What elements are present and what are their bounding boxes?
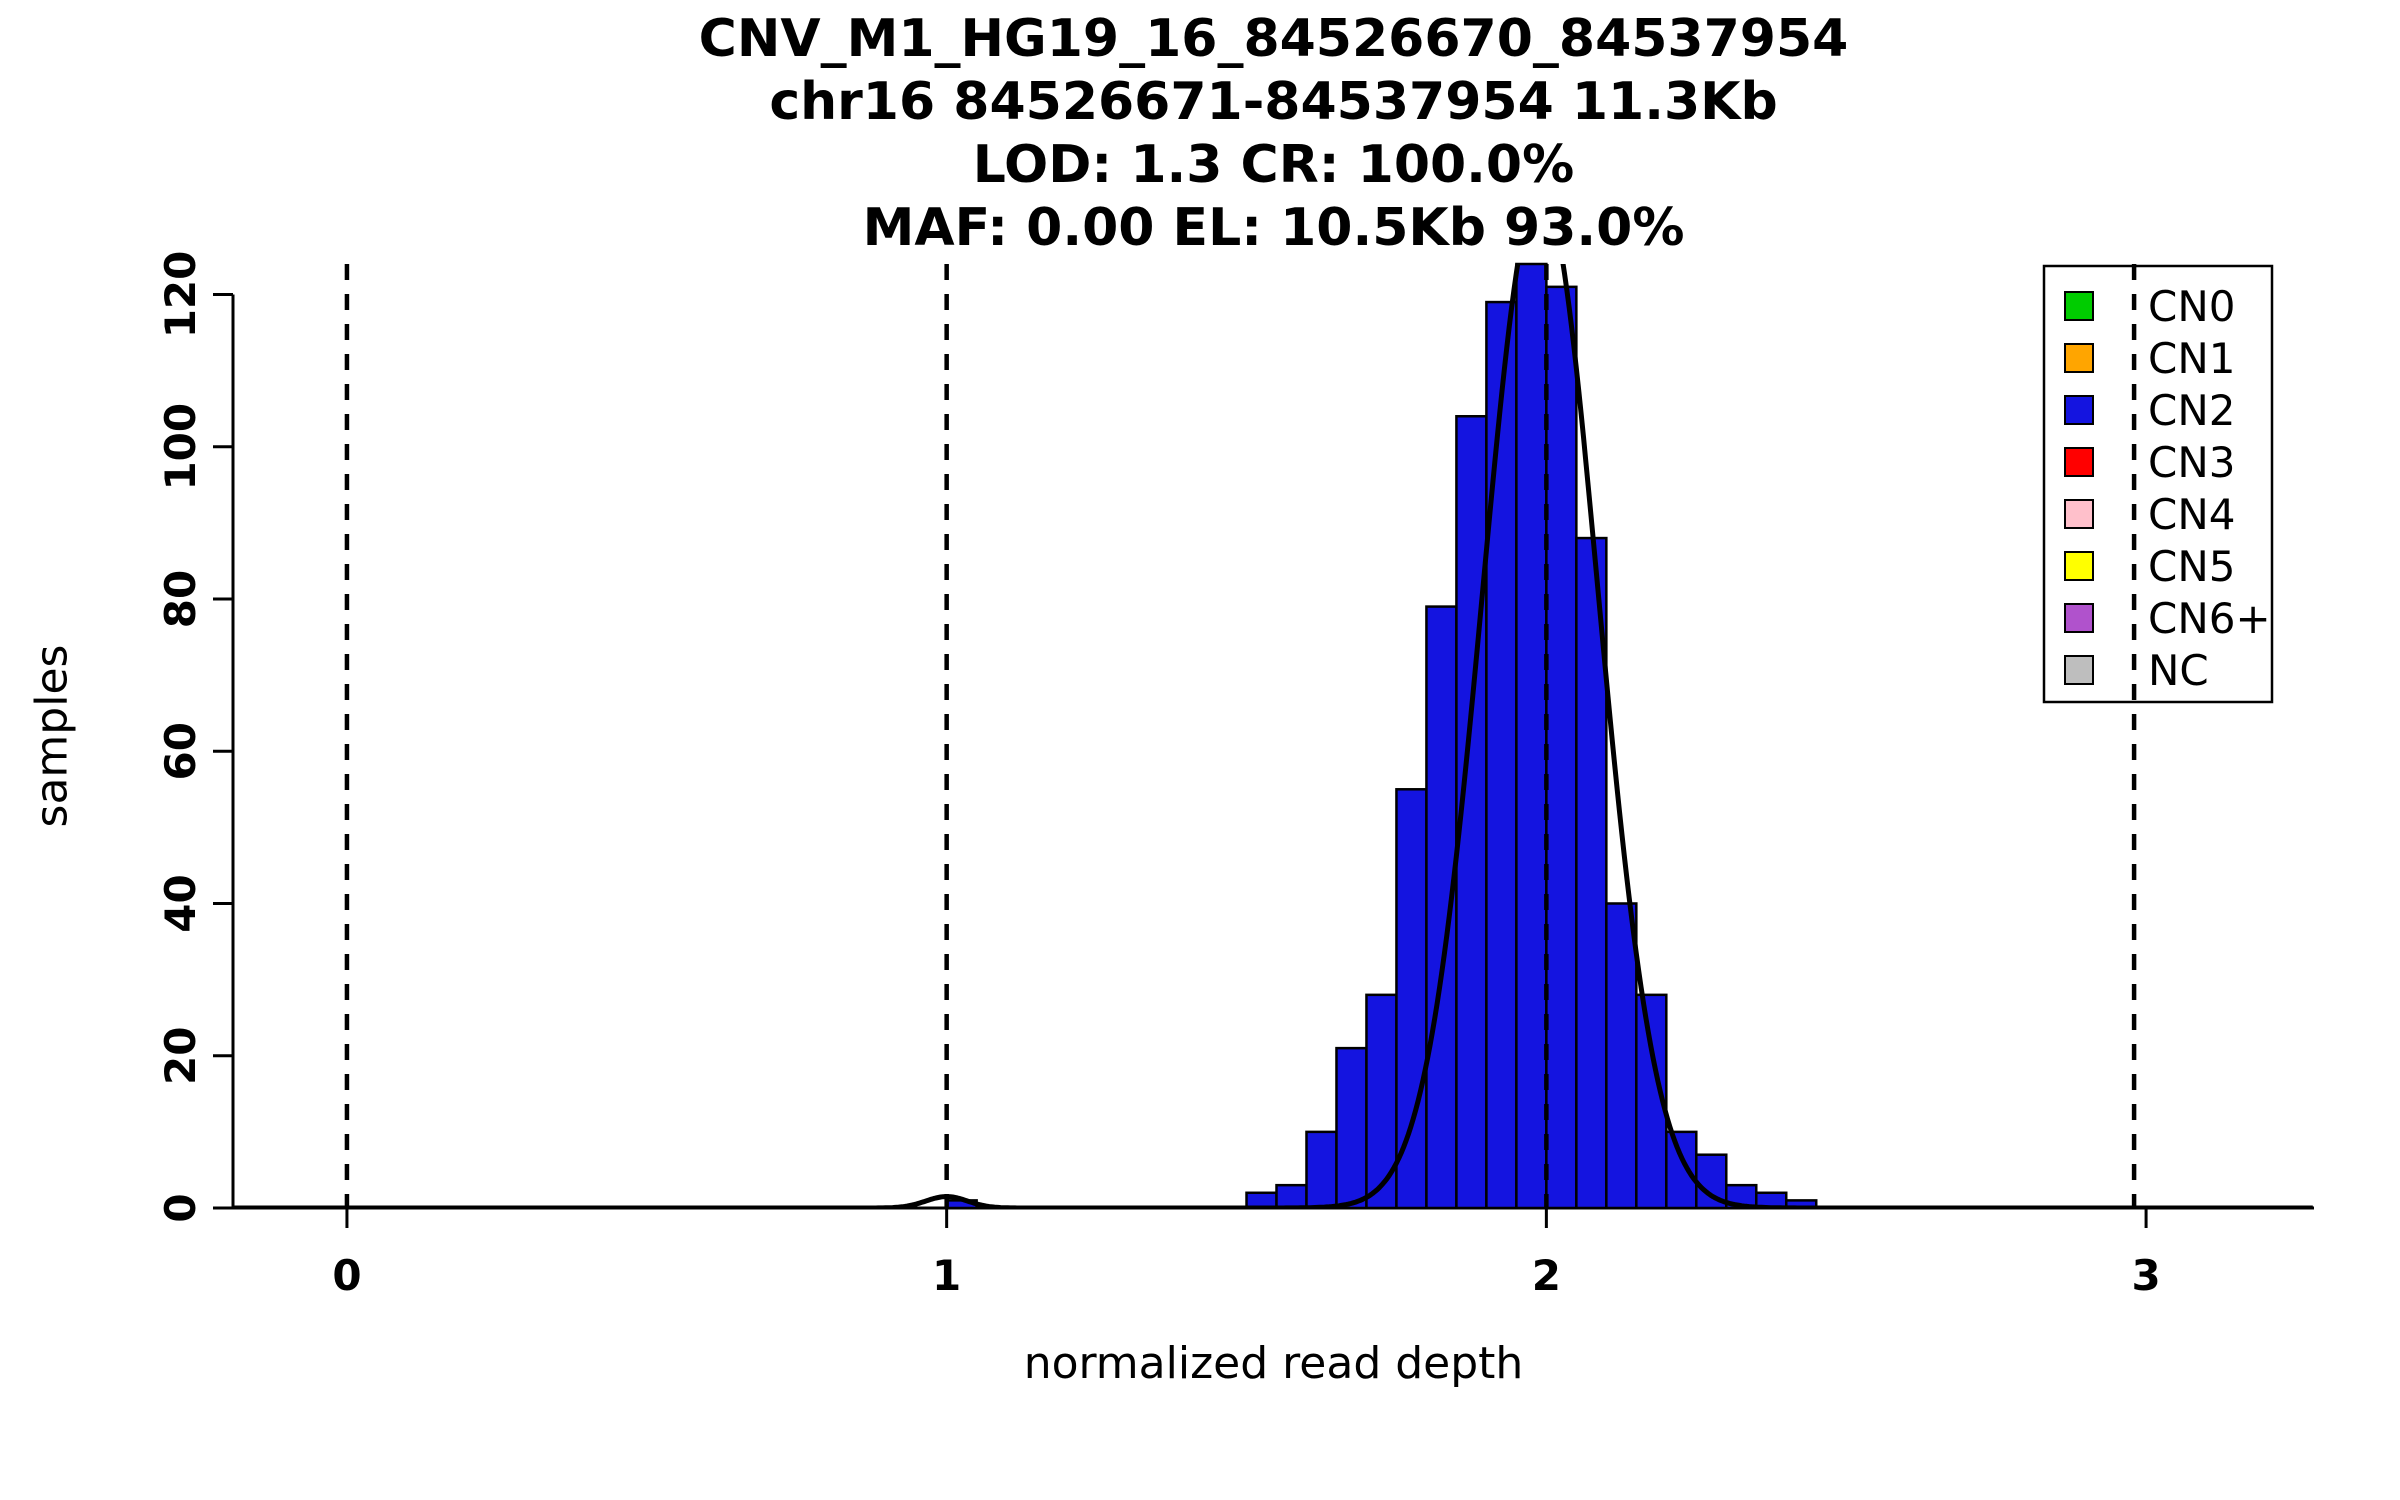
y-tick-label: 120 xyxy=(156,251,205,339)
y-tick-label: 60 xyxy=(156,722,205,780)
legend-swatch-cn0 xyxy=(2064,291,2094,321)
legend-label-cn0: CN0 xyxy=(2148,282,2235,331)
x-axis-label: normalized read depth xyxy=(1023,1338,1524,1389)
y-tick-label: 40 xyxy=(156,874,205,932)
legend-swatch-cn3 xyxy=(2064,447,2094,477)
legend-swatch-cn1 xyxy=(2064,343,2094,373)
y-axis-label: samples xyxy=(26,644,78,828)
x-tick-label: 3 xyxy=(2131,1251,2160,1300)
x-tick-label: 0 xyxy=(332,1251,361,1300)
legend-label-cn5: CN5 xyxy=(2148,542,2235,591)
y-tick-label: 0 xyxy=(156,1193,205,1222)
density-curve xyxy=(233,264,2313,1208)
histogram-bar xyxy=(1275,1183,1308,1210)
histogram-bar xyxy=(1395,788,1428,1210)
y-tick-label: 20 xyxy=(156,1027,205,1085)
legend-label-cn1: CN1 xyxy=(2148,334,2235,383)
histogram xyxy=(945,262,1818,1210)
title-line-4: MAF: 0.00 EL: 10.5Kb 93.0% xyxy=(862,198,1685,258)
legend-label-cn3: CN3 xyxy=(2148,438,2235,487)
axes: 0 1 2 3 0 20 40 60 80 100 120 xyxy=(156,251,2314,1300)
legend-swatch-cn6+ xyxy=(2064,603,2094,633)
legend-swatch-cn5 xyxy=(2064,551,2094,581)
title-line-2: chr16 84526671-84537954 11.3Kb xyxy=(769,72,1778,132)
chart-title-block: CNV_M1_HG19_16_84526670_84537954 chr16 8… xyxy=(233,8,2314,260)
histogram-bar xyxy=(1305,1130,1338,1210)
legend-label-cn6+: CN6+ xyxy=(2148,594,2271,643)
y-tick-label: 100 xyxy=(156,403,205,491)
legend-swatch-nc xyxy=(2064,655,2094,685)
legend-swatch-cn2 xyxy=(2064,395,2094,425)
guidelines xyxy=(344,264,2137,1208)
histogram-bar xyxy=(1365,993,1398,1210)
y-tick-label: 80 xyxy=(156,570,205,628)
histogram-bar xyxy=(1335,1046,1368,1210)
title-line-1: CNV_M1_HG19_16_84526670_84537954 xyxy=(698,9,1849,69)
legend-label-cn4: CN4 xyxy=(2148,490,2235,539)
histogram-bar xyxy=(1485,300,1518,1210)
histogram-bar xyxy=(1605,902,1638,1210)
legend-swatch-cn4 xyxy=(2064,499,2094,529)
x-tick-label: 1 xyxy=(932,1251,961,1300)
legend-label-nc: NC xyxy=(2148,646,2209,695)
legend-label-cn2: CN2 xyxy=(2148,386,2235,435)
x-tick-label: 2 xyxy=(1532,1251,1561,1300)
histogram-bar xyxy=(1515,262,1548,1210)
histogram-bar xyxy=(1545,285,1578,1210)
histogram-bar xyxy=(1665,1130,1698,1210)
title-line-3: LOD: 1.3 CR: 100.0% xyxy=(972,135,1575,195)
